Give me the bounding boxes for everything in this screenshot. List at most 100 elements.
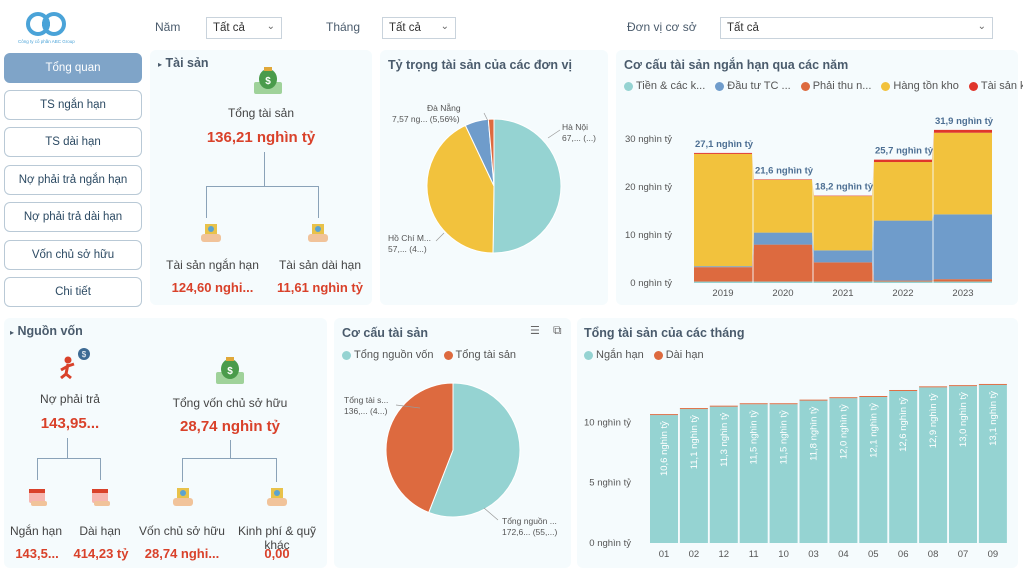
data-label: Hà Nội	[562, 122, 588, 132]
bar-segment	[814, 262, 872, 282]
yearly-structure-legend: Tiền & các k... Đầu tư TC ... Phải thu n…	[624, 80, 1023, 92]
nav-short-term-assets[interactable]: TS ngắn hạn	[4, 90, 142, 120]
ribbon	[752, 153, 754, 267]
data-label: 136,... (4...)	[344, 406, 388, 416]
legend-label: Tổng tài sản	[455, 349, 517, 361]
chevron-down-icon: ⌄	[266, 21, 275, 32]
liabilities-value: 143,95...	[40, 415, 100, 432]
legend-dot	[653, 350, 663, 360]
legend-label: Tài sản khác	[980, 80, 1023, 92]
long-term-liab-value: 414,23 tỷ	[73, 546, 129, 561]
ribbon	[932, 281, 934, 283]
caret-right-icon: ▸	[10, 328, 15, 337]
bar-segment	[978, 383, 1007, 385]
x-tick-label: 01	[659, 549, 670, 560]
nav-long-term-assets[interactable]: TS dài hạn	[4, 127, 142, 157]
bar-segment	[874, 220, 932, 281]
hand-money-icon	[264, 484, 290, 510]
short-term-assets-value: 124,60 nghi...	[171, 280, 254, 295]
ribbon	[872, 262, 874, 282]
bar-segment	[754, 281, 812, 283]
x-tick-label: 12	[719, 549, 730, 560]
money-bag-icon: $	[212, 352, 248, 388]
calendar-icon	[89, 484, 113, 508]
nav-long-term-liabilities[interactable]: Nợ phải trả dài hạn	[4, 202, 142, 232]
nav-details[interactable]: Chi tiết	[4, 277, 142, 307]
bar-segment	[874, 159, 932, 163]
y-tick-label: 10 nghìn tỷ	[625, 230, 672, 241]
assets-title-text: Tài sản	[165, 56, 209, 70]
bar-segment	[829, 397, 858, 399]
year-filter-value: Tất cả	[213, 22, 245, 34]
tree-connector	[264, 152, 265, 186]
hand-money-icon	[198, 220, 224, 246]
month-filter[interactable]: Tất cả ⌄	[382, 17, 456, 39]
x-tick-label: 2020	[772, 288, 793, 299]
bar	[769, 404, 798, 543]
monthly-total-chart: 0 nghìn tỷ 5 nghìn tỷ 10 nghìn tỷ 10,6 nghì…	[584, 383, 1007, 560]
ribbon	[812, 232, 814, 263]
tree-connector	[276, 458, 277, 482]
bar	[799, 400, 828, 543]
long-term-liab-label: Dài hạn	[79, 524, 121, 538]
bar	[739, 404, 768, 543]
expand-icon[interactable]: ⧉	[553, 323, 562, 337]
tree-connector	[206, 186, 207, 218]
data-label: 11,1 nghìn tỷ	[689, 415, 700, 469]
hand-money-icon	[305, 220, 331, 246]
long-term-assets-label: Tài sản dài hạn	[278, 258, 362, 272]
data-label: 11,8 nghìn tỷ	[809, 406, 820, 460]
capital-structure-title: Cơ cấu tài sản	[342, 326, 428, 340]
bar-segment	[919, 386, 948, 388]
nav-overview[interactable]: Tổng quan	[4, 53, 142, 83]
calendar-icon	[26, 484, 50, 508]
data-label: 12,0 nghìn tỷ	[838, 404, 849, 459]
total-assets-label: Tổng tài sản	[227, 106, 295, 120]
svg-text:$: $	[265, 76, 271, 87]
legend-dot	[624, 81, 633, 91]
bar-segment	[694, 153, 752, 267]
chevron-down-icon: ⌄	[440, 21, 449, 32]
ribbon	[812, 244, 814, 282]
legend-label: Phải thu n...	[812, 80, 872, 92]
chevron-down-icon: ⌄	[977, 21, 986, 32]
nav-equity[interactable]: Vốn chủ sở hữu	[4, 240, 142, 270]
ribbon	[932, 214, 934, 281]
long-term-assets-value: 11,61 nghìn tỷ	[277, 280, 363, 295]
pie-slice	[487, 118, 495, 187]
yearly-structure-panel: Cơ cấu tài sản ngắn hạn qua các năm Tiền…	[616, 50, 1023, 305]
filter-icon[interactable]: ☰	[530, 325, 540, 337]
bar-segment	[814, 196, 872, 251]
year-filter[interactable]: Tất cả ⌄	[206, 17, 282, 39]
y-tick-label: 10 nghìn tỷ	[584, 417, 631, 428]
x-tick-label: 2021	[832, 288, 853, 299]
bar	[829, 398, 858, 543]
bar	[949, 386, 977, 543]
x-tick-label: 03	[808, 549, 819, 560]
year-filter-label: Năm	[155, 20, 181, 34]
bar-segment	[859, 396, 888, 397]
svg-text:$: $	[82, 350, 87, 359]
ribbon	[872, 159, 874, 197]
data-label: 13,0 nghìn tỷ	[958, 392, 969, 447]
leader-line	[483, 112, 489, 122]
ribbon	[812, 179, 814, 197]
unit-filter[interactable]: Tất cả ⌄	[720, 17, 993, 39]
legend-dot	[800, 81, 810, 91]
data-label: 12,9 nghìn tỷ	[928, 393, 939, 448]
bar-segment	[934, 132, 992, 215]
unit-share-title: Tỷ trọng tài sản của các đơn vị	[388, 58, 572, 72]
x-tick-label: 09	[988, 549, 999, 560]
money-bag-icon: $	[250, 62, 286, 98]
tree-connector	[37, 458, 38, 480]
nav-short-term-liabilities[interactable]: Nợ phải trả ngắn hạn	[4, 165, 142, 195]
total-label: 25,7 nghìn tỷ	[875, 146, 934, 157]
legend-label: Hàng tồn kho	[893, 80, 959, 92]
data-label: 7,57 ng... (5,56%)	[392, 114, 460, 124]
capital-structure-legend: Tổng nguồn vốn Tổng tài sản	[342, 349, 516, 361]
x-tick-label: 2023	[952, 288, 973, 299]
ribbon	[752, 232, 754, 268]
unit-filter-value: Tất cả	[727, 22, 759, 34]
y-tick-label: 0 nghìn tỷ	[589, 538, 631, 549]
legend-label: Dài hạn	[665, 349, 704, 361]
